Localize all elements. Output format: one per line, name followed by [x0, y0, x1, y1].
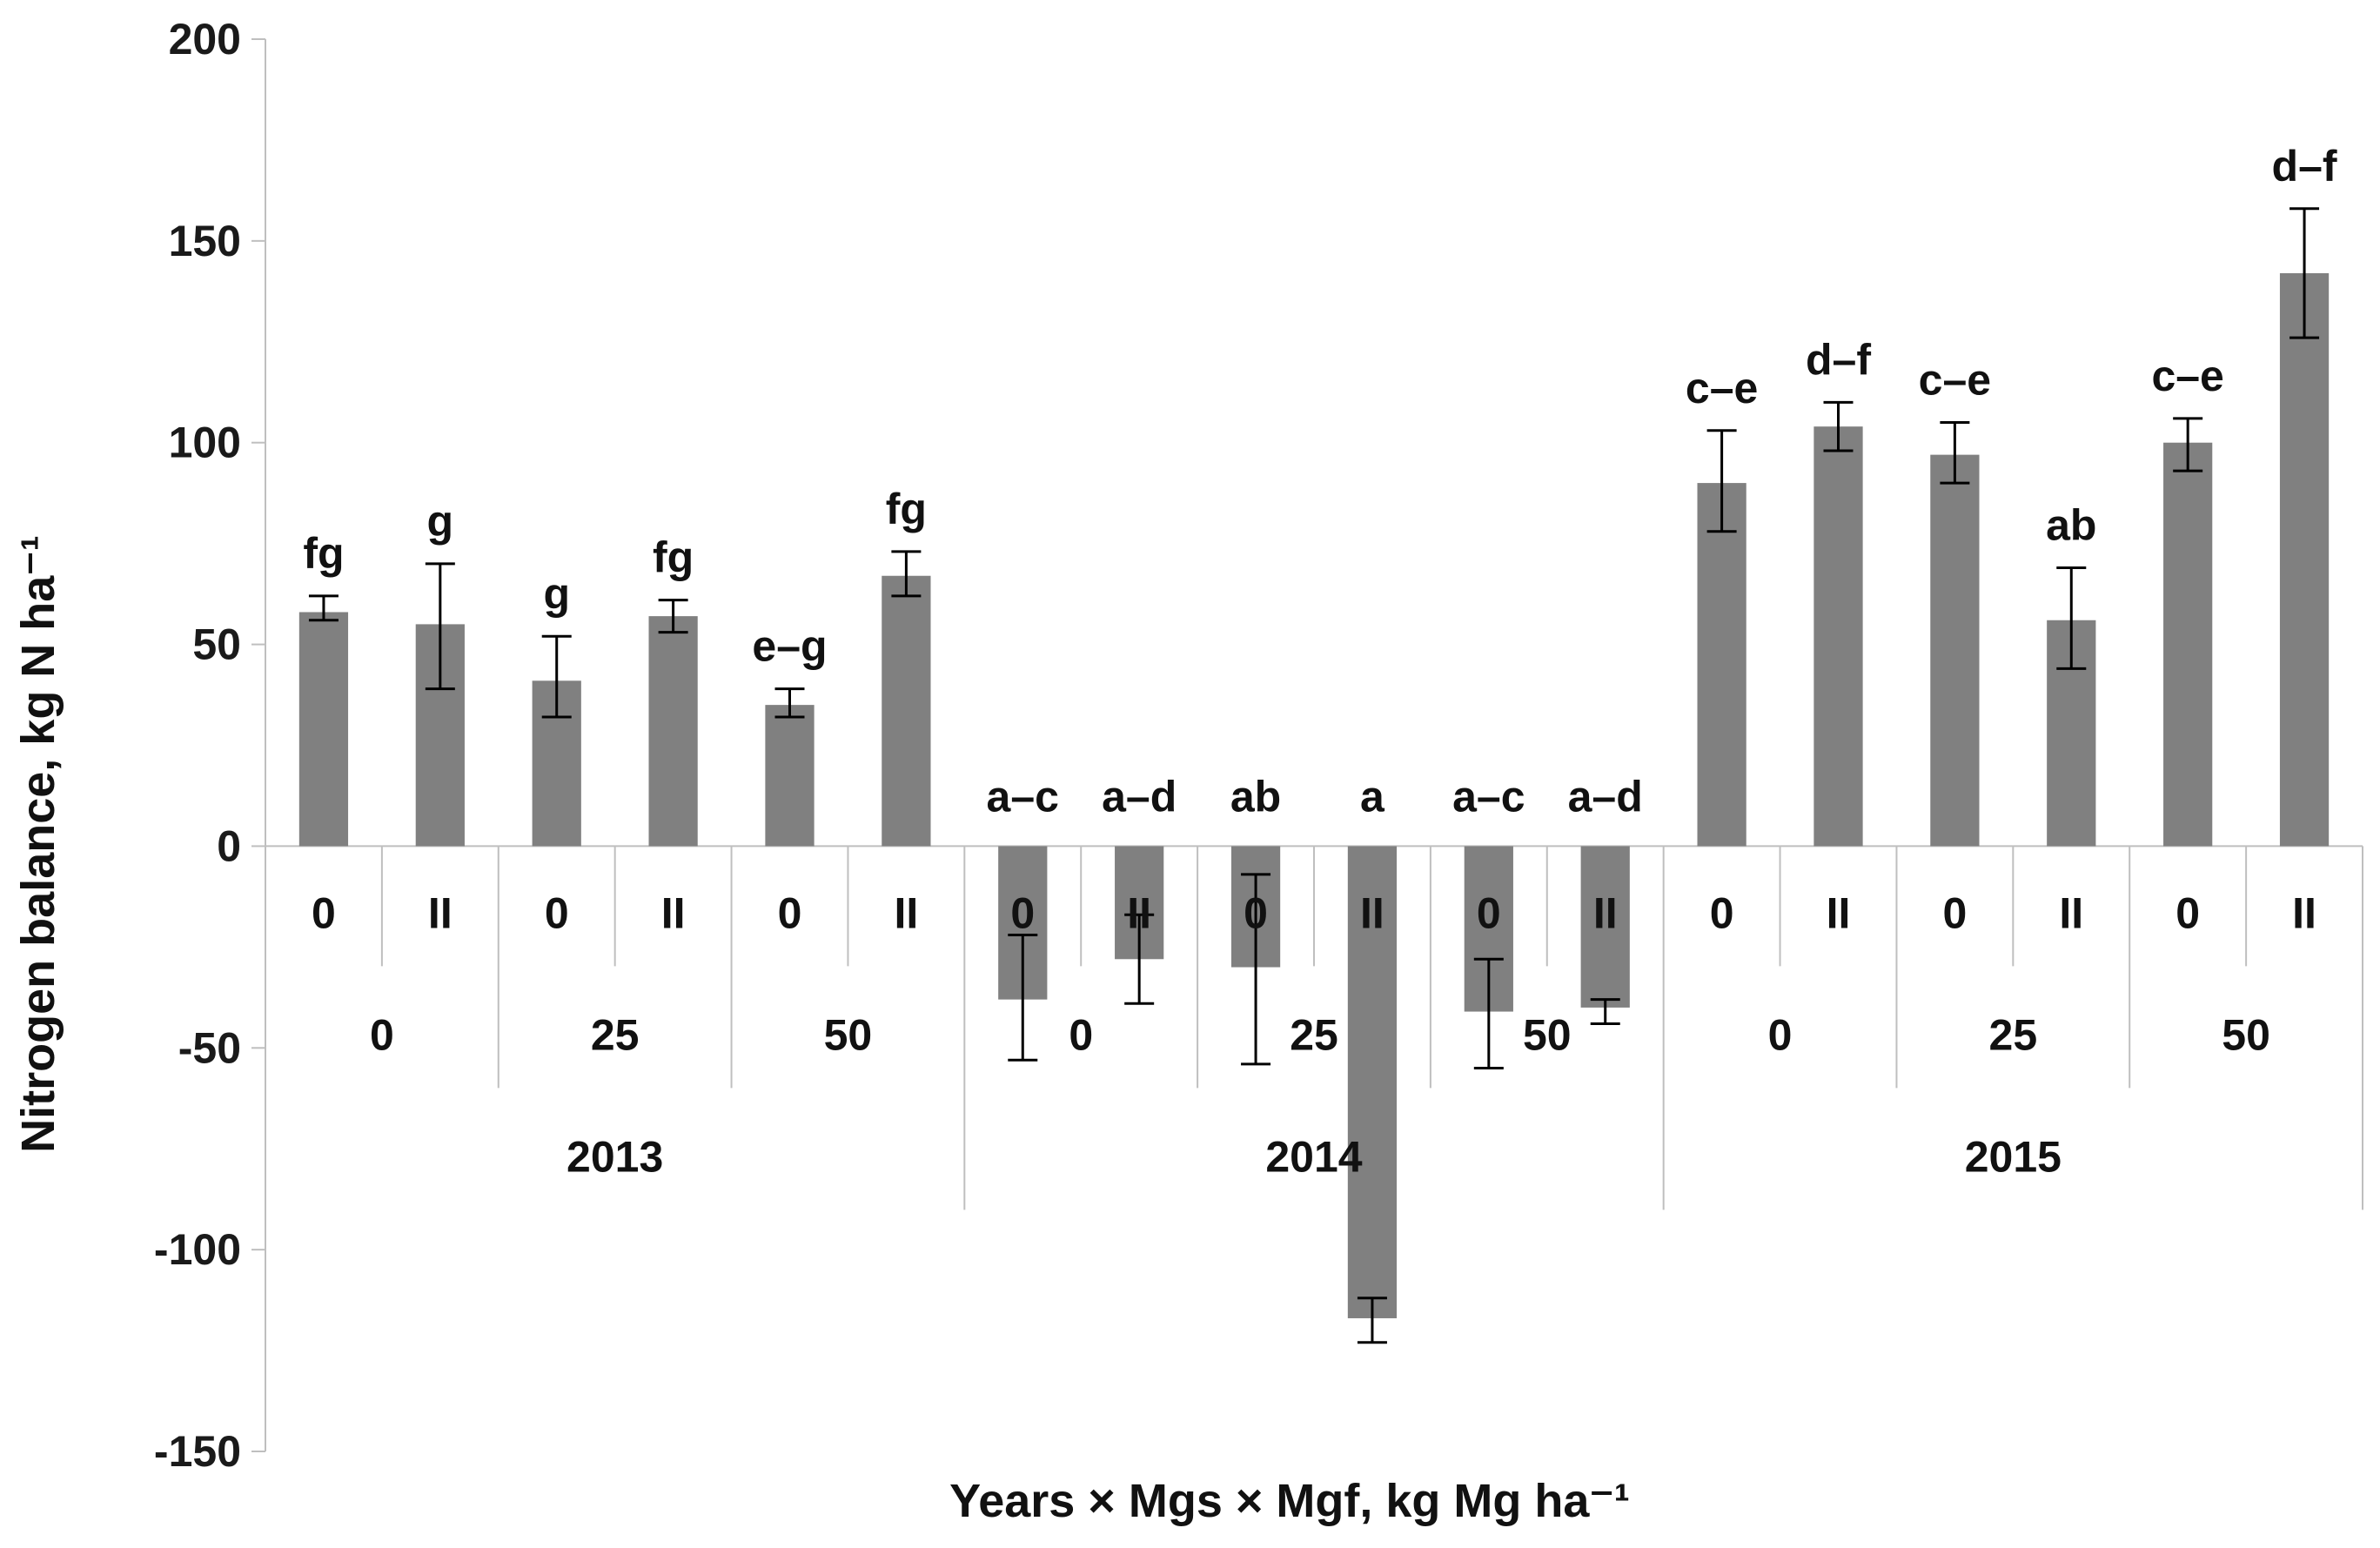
mgs-label: 50 [1523, 1010, 1572, 1059]
x-axis-title: Years × Mgs × Mgf, kg Mg ha⁻¹ [949, 1475, 1630, 1527]
mgf-label: II [661, 888, 686, 937]
bar [1580, 846, 1630, 1008]
significance-letter: c–e [1919, 356, 1991, 405]
y-tick-label: 200 [169, 15, 241, 64]
mgs-label: 50 [2222, 1010, 2270, 1059]
bars [298, 272, 2330, 1318]
significance-letter: c–e [1686, 364, 1758, 412]
year-label: 2014 [1265, 1132, 1362, 1181]
category-axis: 0 II 0 II 0 II 0 II 0 II 0 II 0 II 0 II 0 II 0 25 50 2013 0 25 5… [265, 846, 2363, 1210]
mgf-label: 0 [1710, 888, 1734, 937]
significance-letter: a–c [987, 772, 1059, 821]
significance-letter: d–f [2272, 142, 2337, 191]
y-tick-label: 150 [169, 217, 241, 265]
significance-letter: c–e [2151, 352, 2223, 400]
mgf-label: 0 [1010, 888, 1035, 937]
axes: 200 150 100 50 0 -50 -100 -150 [154, 15, 2363, 1476]
significance-letter: g [427, 497, 454, 546]
significance-letter: g [543, 569, 570, 618]
mgf-label: II [1593, 888, 1618, 937]
significance-letter: fg [303, 529, 344, 578]
mgf-label: 0 [545, 888, 569, 937]
mgs-label: 0 [1069, 1010, 1093, 1059]
significance-letter: a–c [1452, 772, 1525, 821]
mgs-label: 25 [1989, 1010, 2038, 1059]
bar [298, 612, 349, 847]
bar [648, 616, 698, 847]
mgf-label: 0 [1477, 888, 1501, 937]
y-tick-label: 0 [217, 821, 241, 870]
significance-letter: a [1360, 772, 1385, 821]
significance-letter: ab [2046, 500, 2096, 549]
mgf-label: II [2059, 888, 2083, 937]
y-tick-label: -150 [154, 1427, 241, 1476]
mgf-label: II [1827, 888, 1851, 937]
bar [1813, 426, 1863, 847]
mgf-label: II [428, 888, 453, 937]
mgf-label: 0 [1942, 888, 1967, 937]
mgf-label: 0 [2176, 888, 2200, 937]
bar [882, 575, 931, 847]
year-label: 2015 [1965, 1132, 2062, 1181]
mgf-label: II [1127, 888, 1151, 937]
mgs-label: 50 [824, 1010, 873, 1059]
mgf-label: 0 [1244, 888, 1268, 937]
mgs-label: 0 [370, 1010, 394, 1059]
y-tick-label: -100 [154, 1225, 241, 1274]
bar [765, 705, 815, 847]
mgs-label: 25 [1290, 1010, 1338, 1059]
mgs-label: 25 [591, 1010, 640, 1059]
mgf-label: 0 [778, 888, 802, 937]
mgs-label: 0 [1768, 1010, 1793, 1059]
mgf-label: II [1360, 888, 1384, 937]
bar [1697, 483, 1746, 847]
significance-letter: a–d [1568, 772, 1643, 821]
y-tick-label: -50 [178, 1023, 241, 1072]
bar [2163, 442, 2213, 847]
significance-letters: fg g g fg e–g fg a–c a–d ab a a–c a–d c–e d–f c–e ab c–e… [303, 142, 2337, 821]
significance-letter: ab [1230, 772, 1281, 821]
bar [1347, 846, 1398, 1318]
mgf-label: II [2292, 888, 2316, 937]
y-axis-title: Nitrogen balance, kg N ha⁻¹ [12, 535, 64, 1153]
significance-letter: fg [653, 533, 694, 582]
bar [2279, 272, 2330, 847]
significance-letter: e–g [752, 622, 827, 671]
y-tick-label: 50 [192, 620, 241, 669]
year-label: 2013 [567, 1132, 663, 1181]
y-tick-label: 100 [169, 419, 241, 467]
mgf-label: II [894, 888, 918, 937]
bar [1930, 454, 1980, 847]
error-bars [308, 207, 2320, 1344]
significance-letter: d–f [1806, 335, 1871, 384]
mgf-label: 0 [312, 888, 336, 937]
significance-letter: fg [886, 485, 927, 533]
significance-letter: a–d [1102, 772, 1177, 821]
